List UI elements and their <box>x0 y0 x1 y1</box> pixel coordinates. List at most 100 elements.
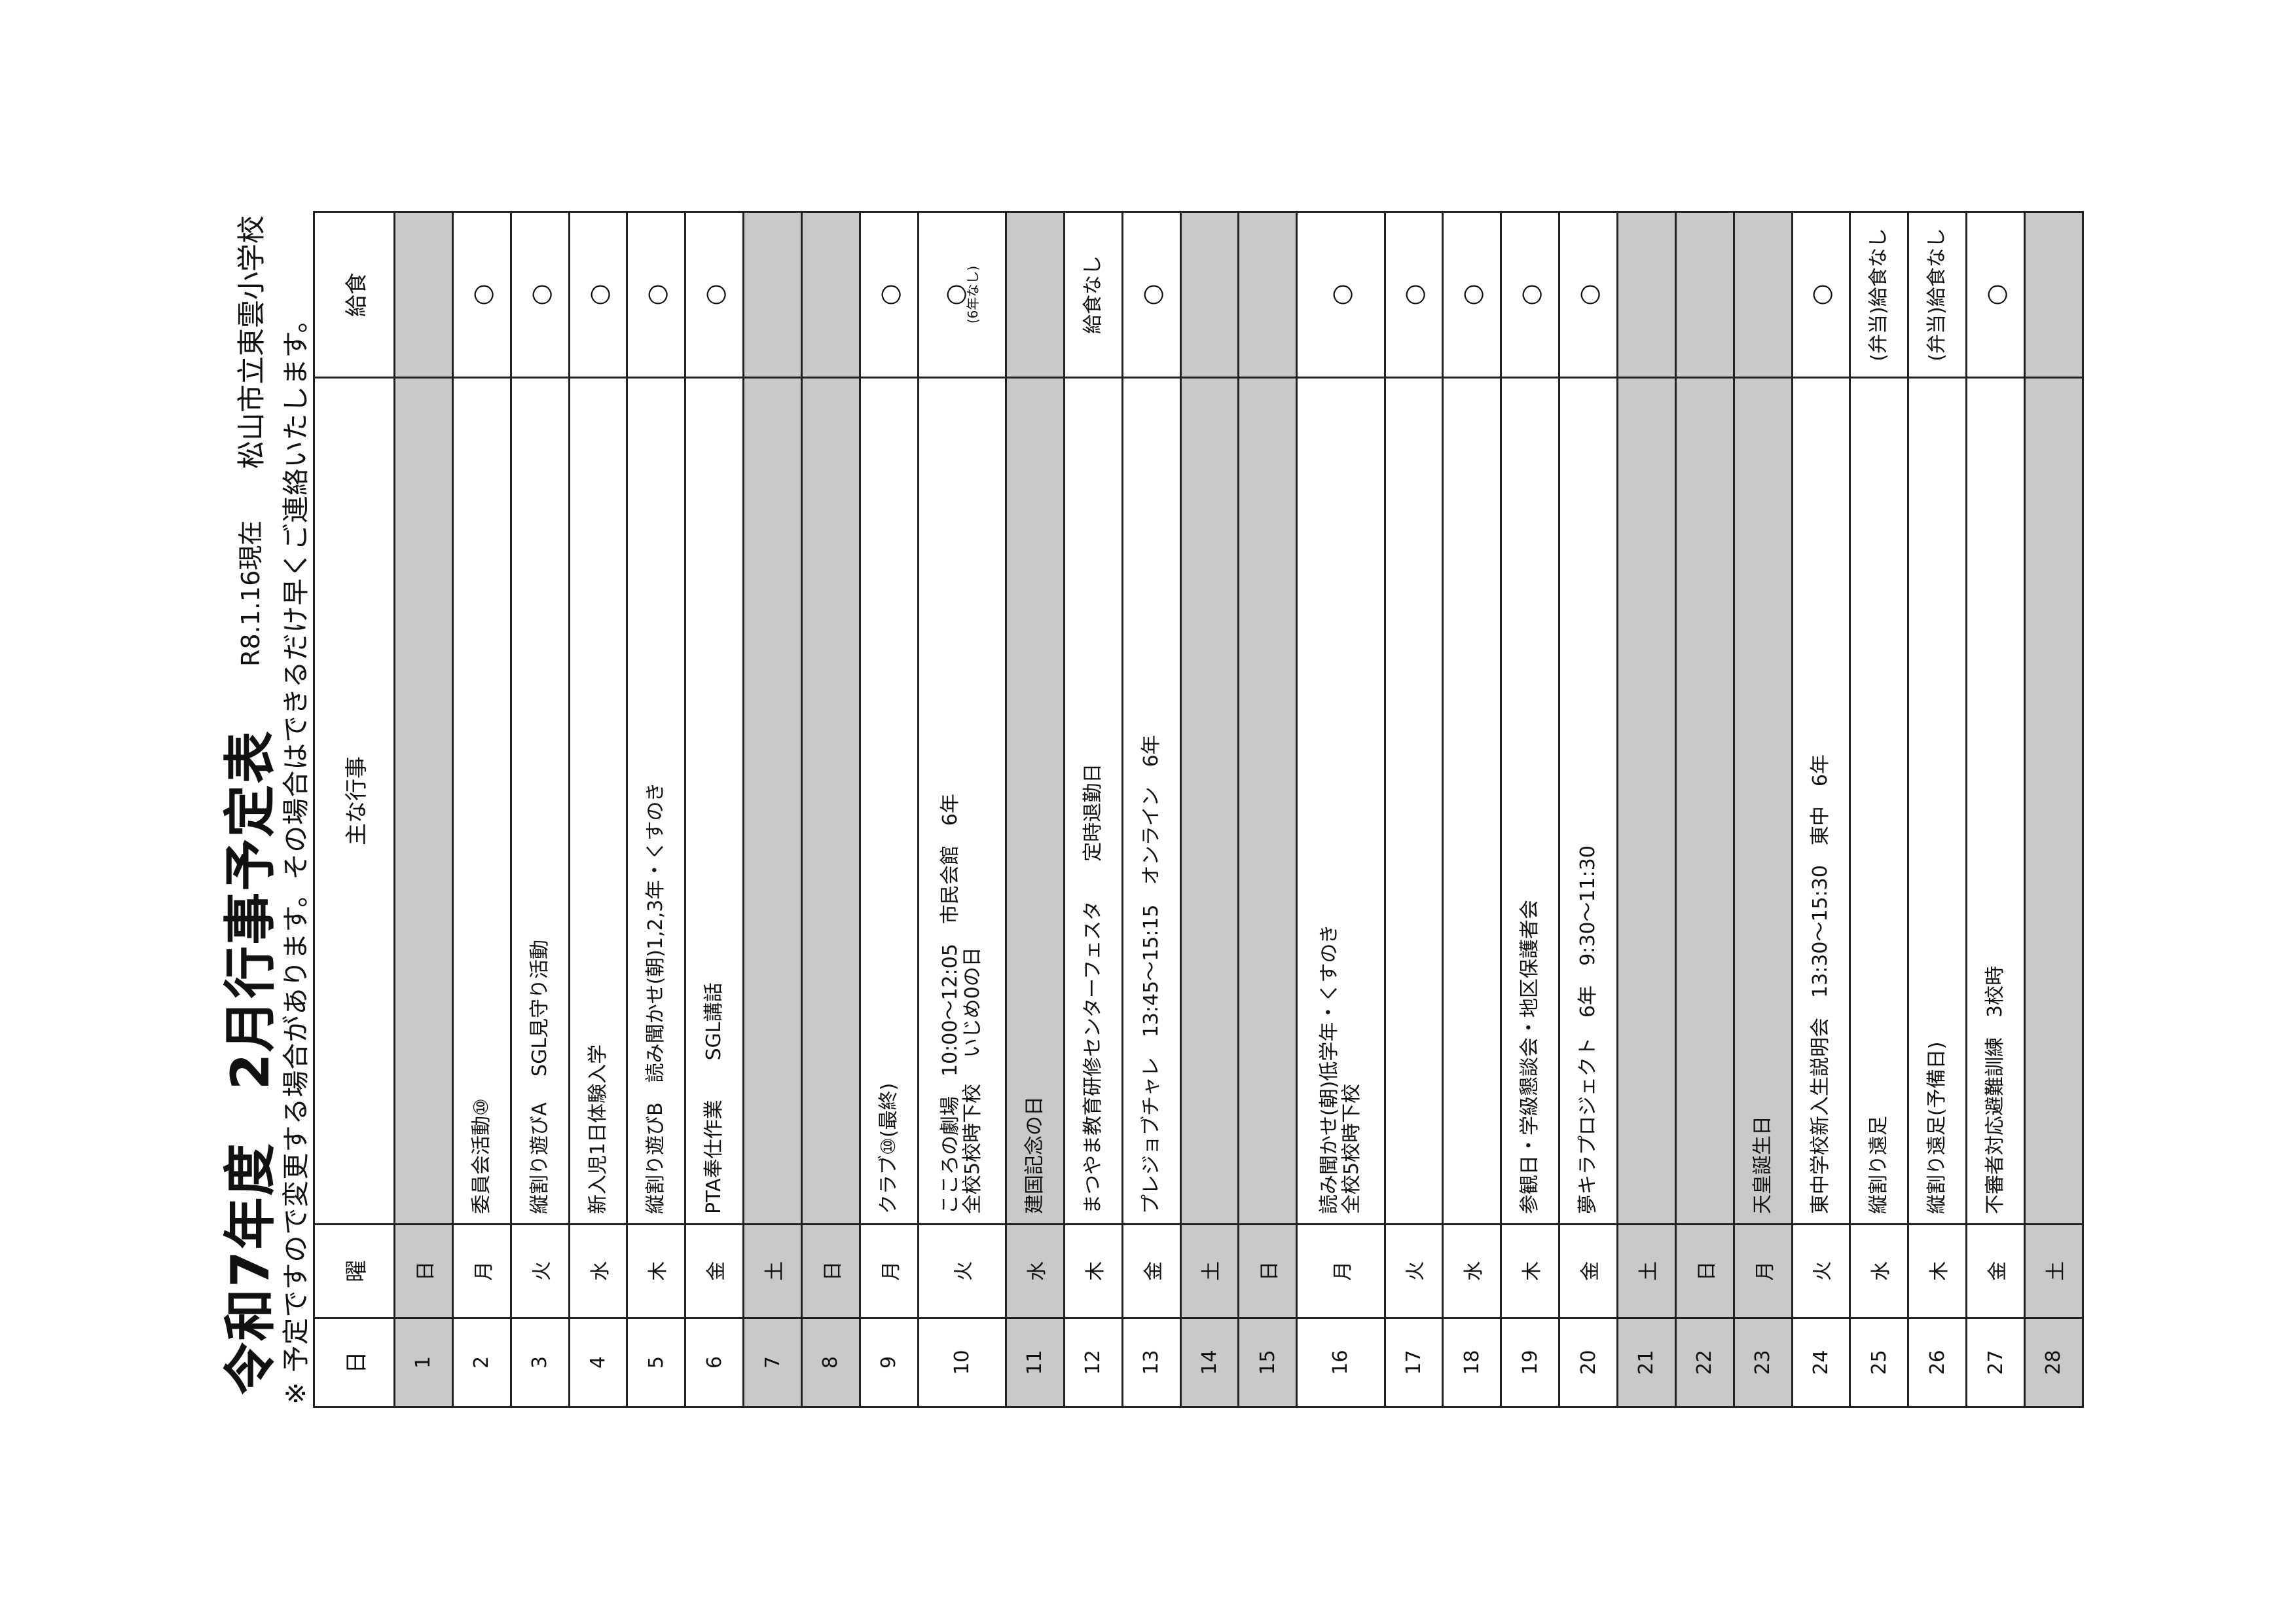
table-row: 14 土 <box>1180 212 1239 1407</box>
header-events: 主な行事 <box>314 377 395 1225</box>
event-text: 天皇誕生日 <box>1751 1116 1774 1214</box>
lunch-cell: ○ <box>1296 212 1385 378</box>
event-text: 全校5校時下校 <box>1339 1083 1363 1214</box>
weekday-cell: 金 <box>1966 1224 2025 1318</box>
weekday-cell: 日 <box>1238 1224 1297 1318</box>
day-cell: 3 <box>511 1318 570 1407</box>
events-cell: 新入児1日体験入学 <box>569 377 627 1225</box>
events-cell: 縦割り遠足 <box>1850 377 1908 1225</box>
event-text: 新入児1日体験入学 <box>586 1044 610 1214</box>
table-row: 27 金 不審者対応避難訓練 3校時 ○ <box>1966 212 2025 1407</box>
events-cell <box>2024 377 2083 1225</box>
event-text: 夢キラプロジェクト 6年 9:30～11:30 <box>1576 845 1599 1214</box>
lunch-cell: ○ <box>1792 212 1850 378</box>
lunch-cell: ○ <box>1385 212 1443 378</box>
weekday-cell: 木 <box>1501 1224 1559 1318</box>
day-cell: 28 <box>2024 1318 2083 1407</box>
table-row: 3 火 縦割り遊びA SGL見守り活動 ○ <box>511 212 570 1407</box>
lunch-cell: ○ <box>1559 212 1618 378</box>
events-cell: クラブ⑩(最終) <box>860 377 919 1225</box>
lunch-status: ○ <box>1981 284 2011 306</box>
events-cell: 天皇誕生日 <box>1734 377 1793 1225</box>
lunch-status: ○ <box>940 284 970 306</box>
table-row: 9 月 クラブ⑩(最終) ○ <box>860 212 919 1407</box>
schedule-table: 日 曜 主な行事 給食 1 日 2 月委員会活動⑩ ○ 3 火縦割り遊びA SGL見守り活動… <box>313 211 2084 1408</box>
weekday-cell: 水 <box>1006 1224 1065 1318</box>
weekday-cell: 金 <box>1559 1224 1618 1318</box>
lunch-cell: ○ <box>569 212 627 378</box>
weekday-cell: 月 <box>1296 1224 1385 1318</box>
table-row: 25 水 縦割り遠足 (弁当)給食なし <box>1850 212 1908 1407</box>
lunch-cell: ○ (6年なし) <box>918 212 1006 378</box>
day-cell: 5 <box>627 1318 685 1407</box>
events-cell <box>801 377 860 1225</box>
event-text: 東中学校新入生説明会 13:30～15:30 東中 6年 <box>1809 754 1832 1214</box>
event-text: 参観日・学級懇談会・地区保護者会 <box>1518 900 1542 1214</box>
day-cell: 6 <box>685 1318 744 1407</box>
day-cell: 15 <box>1238 1318 1297 1407</box>
day-cell: 24 <box>1792 1318 1850 1407</box>
lunch-cell: ○ <box>511 212 570 378</box>
day-cell: 13 <box>1122 1318 1181 1407</box>
lunch-status: (弁当)給食なし <box>1867 228 1891 361</box>
events-cell <box>1180 377 1239 1225</box>
weekday-cell: 土 <box>743 1224 802 1318</box>
title-main: 2月行事予定表 <box>220 729 281 1090</box>
page-title: 令和7年度 2月行事予定表 <box>208 678 284 1395</box>
events-cell <box>1238 377 1297 1225</box>
events-cell: 不審者対応避難訓練 3校時 <box>1966 377 2025 1225</box>
lunch-cell <box>743 212 802 378</box>
lunch-cell: (弁当)給食なし <box>1850 212 1908 378</box>
day-cell: 14 <box>1180 1318 1239 1407</box>
events-cell: 縦割り遊びB 読み聞かせ(朝)1,2,3年・くすのき <box>627 377 685 1225</box>
day-cell: 7 <box>743 1318 802 1407</box>
weekday-cell: 日 <box>1675 1224 1734 1318</box>
header-lunch: 給食 <box>314 212 395 378</box>
notice-text: ※ 予定ですので変更する場合があります。その場合はできるだけ早くご連絡いたします… <box>280 305 312 1405</box>
day-cell: 23 <box>1734 1318 1793 1407</box>
events-cell: PTA奉仕作業 SGL講話 <box>685 377 744 1225</box>
table-row: 28 土 <box>2024 212 2083 1407</box>
lunch-cell <box>394 212 453 378</box>
header-day: 日 <box>314 1318 395 1407</box>
lunch-status: 給食なし <box>1081 255 1104 334</box>
day-cell: 10 <box>918 1318 1006 1407</box>
lunch-cell: ○ <box>1501 212 1559 378</box>
events-cell: 縦割り遊びA SGL見守り活動 <box>511 377 570 1225</box>
title-year: 令和7年度 <box>220 1142 281 1395</box>
weekday-cell: 火 <box>918 1224 1006 1318</box>
lunch-status: ○ <box>1137 284 1166 306</box>
table-row: 23 月 天皇誕生日 <box>1734 212 1793 1407</box>
table-row: 15 日 <box>1238 212 1297 1407</box>
weekday-cell: 月 <box>452 1224 511 1318</box>
day-cell: 1 <box>394 1318 453 1407</box>
event-text: 縦割り遊びB 読み聞かせ(朝)1,2,3年・くすのき <box>644 782 668 1214</box>
lunch-cell: 給食なし <box>1064 212 1123 378</box>
day-cell: 11 <box>1006 1318 1065 1407</box>
lunch-cell: ○ <box>1122 212 1181 378</box>
table-row: 22 日 <box>1675 212 1734 1407</box>
lunch-cell <box>1734 212 1793 378</box>
events-cell: 読み聞かせ(朝)低学年・くすのき 全校5校時下校 <box>1296 377 1385 1225</box>
school-name: 松山市立東雲小学校 <box>236 215 268 469</box>
events-cell: 縦割り遠足(予備日) <box>1908 377 1967 1225</box>
table-row: 17 火 ○ <box>1385 212 1443 1407</box>
table-row: 24 火 東中学校新入生説明会 13:30～15:30 東中 6年 ○ <box>1792 212 1850 1407</box>
lunch-cell: (弁当)給食なし <box>1908 212 1967 378</box>
lunch-cell: ○ <box>452 212 511 378</box>
events-cell: 夢キラプロジェクト 6年 9:30～11:30 <box>1559 377 1618 1225</box>
table-row: 19 木 参観日・学級懇談会・地区保護者会 ○ <box>1501 212 1559 1407</box>
day-cell: 26 <box>1908 1318 1967 1407</box>
event-text: 委員会活動⑩ <box>469 1098 493 1214</box>
lunch-status: ○ <box>642 284 671 306</box>
events-cell: 委員会活動⑩ <box>452 377 511 1225</box>
events-cell: プレジョブチャレ 13:45～15:15 オンライン 6年 <box>1122 377 1181 1225</box>
day-cell: 18 <box>1442 1318 1501 1407</box>
table-row: 4 水 新入児1日体験入学 ○ <box>569 212 627 1407</box>
lunch-cell <box>801 212 860 378</box>
header-row: 日 曜 主な行事 給食 <box>314 212 395 1407</box>
events-cell <box>1385 377 1443 1225</box>
